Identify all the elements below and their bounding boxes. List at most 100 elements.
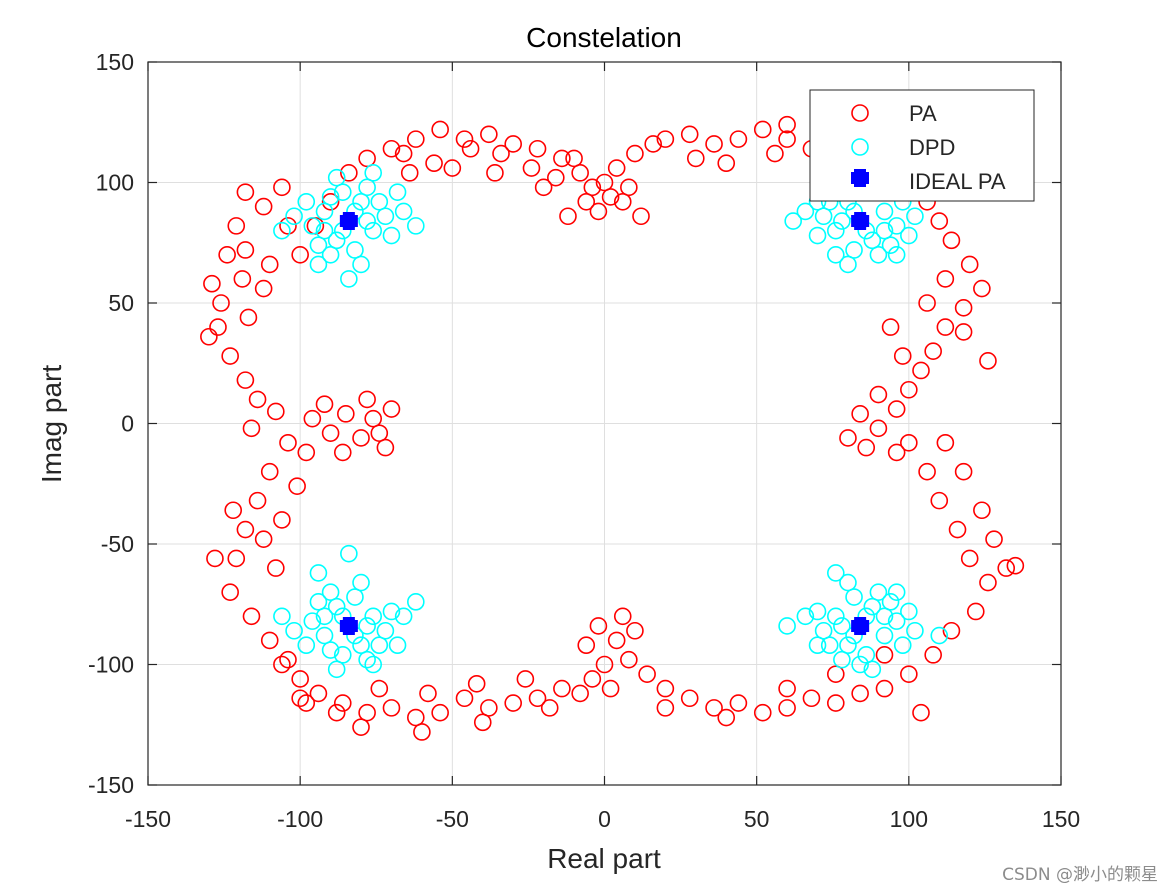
point-pa (851, 684, 869, 703)
point-pa (571, 164, 589, 182)
point-dpd (309, 236, 328, 254)
point-pa (577, 636, 596, 655)
point-ideal-pa (851, 212, 870, 231)
point-dpd (863, 597, 882, 616)
point-pa (425, 154, 443, 173)
point-pa (893, 347, 912, 365)
point-pa (924, 342, 942, 361)
point-pa (407, 130, 425, 148)
point-dpd (309, 564, 328, 582)
point-pa (778, 679, 796, 698)
point-dpd (875, 202, 894, 221)
point-pa (973, 279, 991, 298)
point-dpd (382, 226, 401, 245)
point-pa (875, 646, 894, 664)
point-pa (918, 294, 936, 312)
x-axis-label: Real part (547, 843, 661, 874)
point-dpd (297, 192, 316, 211)
point-dpd (887, 246, 906, 264)
point-dpd (808, 636, 827, 655)
point-pa (504, 135, 523, 153)
point-pa (291, 689, 309, 708)
point-pa (233, 270, 252, 288)
point-pa (352, 429, 370, 447)
point-pa (869, 419, 888, 438)
point-pa (288, 477, 306, 495)
point-pa (413, 723, 431, 741)
legend-marker-dpd (851, 138, 869, 156)
point-dpd (333, 183, 352, 201)
point-dpd (833, 617, 851, 635)
point-dpd (315, 607, 334, 626)
point-dpd (833, 650, 851, 669)
point-pa (826, 694, 845, 712)
point-dpd (808, 226, 827, 245)
point-pa (209, 318, 227, 336)
y-tick-label: 100 (96, 170, 134, 196)
point-pa (516, 670, 535, 688)
point-pa (960, 549, 979, 568)
point-dpd (273, 607, 291, 626)
point-pa (686, 149, 705, 168)
point-pa (303, 409, 322, 428)
point-dpd (839, 255, 857, 274)
point-dpd (857, 646, 876, 664)
point-pa (778, 130, 796, 148)
point-dpd (881, 236, 900, 254)
point-dpd (346, 241, 364, 259)
point-dpd (303, 217, 322, 235)
point-pa (248, 491, 267, 510)
point-pa (461, 139, 480, 158)
point-pa (936, 318, 955, 336)
point-dpd (887, 583, 906, 602)
point-dpd (808, 602, 827, 621)
point-pa (540, 699, 559, 717)
point-pa (327, 703, 346, 722)
point-dpd (321, 246, 340, 264)
point-dpd (285, 207, 303, 226)
point-pa (656, 679, 675, 698)
point-pa (279, 650, 297, 669)
point-pa (200, 327, 218, 346)
point-pa (912, 703, 930, 722)
point-pa (930, 491, 949, 510)
x-tick-label: 50 (744, 806, 770, 832)
point-pa (321, 424, 340, 442)
point-pa (559, 207, 577, 226)
point-pa (236, 241, 255, 259)
point-pa (376, 438, 395, 457)
point-pa (644, 135, 662, 153)
point-pa (613, 192, 632, 211)
point-dpd (930, 626, 949, 645)
point-dpd (863, 231, 882, 250)
point-pa (595, 173, 614, 192)
point-pa (400, 164, 419, 182)
point-pa (321, 192, 340, 211)
point-pa (601, 188, 620, 206)
x-tick-label: -100 (277, 806, 323, 832)
x-tick-label: -150 (125, 806, 171, 832)
point-pa (522, 159, 541, 177)
point-pa (382, 139, 401, 158)
point-dpd (364, 221, 383, 240)
point-pa (979, 352, 997, 370)
point-pa (583, 178, 602, 197)
legend-label-pa: PA (909, 101, 937, 126)
point-pa (954, 299, 973, 317)
point-dpd (327, 231, 346, 250)
point-dpd (875, 607, 894, 626)
point-dpd (309, 255, 328, 274)
point-dpd (315, 221, 334, 240)
point-dpd (352, 192, 370, 211)
y-axis-ticks: 150 100 50 0 -50 -100 -150 (88, 49, 1061, 798)
point-pa (881, 318, 900, 336)
y-tick-label: -150 (88, 772, 134, 798)
point-pa (607, 631, 626, 650)
point-pa (553, 149, 571, 168)
point-dpd (814, 207, 833, 226)
point-pa (224, 501, 243, 520)
point-pa (394, 144, 413, 163)
point-pa (473, 713, 492, 732)
point-dpd (814, 621, 833, 640)
point-pa (826, 665, 845, 683)
